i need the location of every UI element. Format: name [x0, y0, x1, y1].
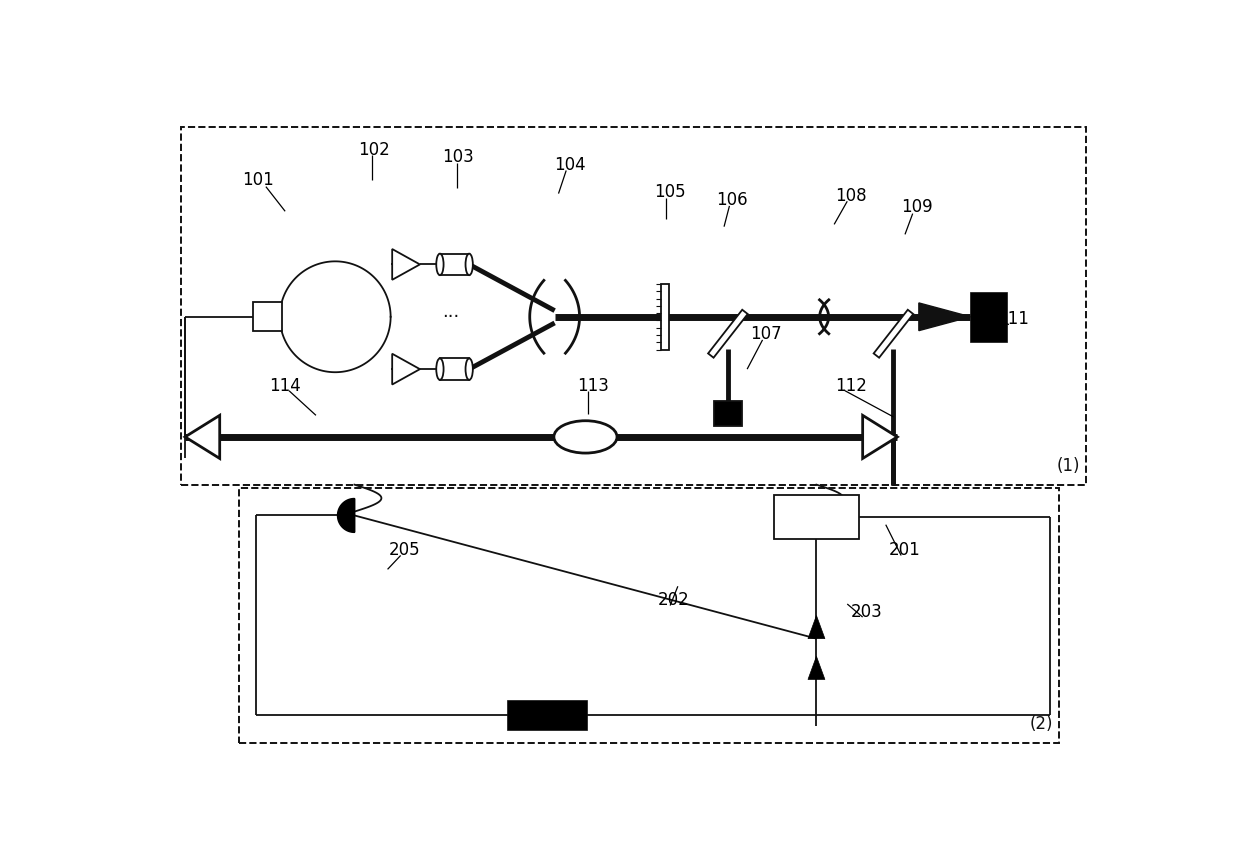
Bar — [774, 495, 859, 539]
Text: 113: 113 — [577, 377, 609, 395]
Polygon shape — [337, 498, 355, 532]
Bar — [239, 489, 1059, 743]
Polygon shape — [708, 310, 748, 358]
Polygon shape — [392, 249, 420, 280]
Polygon shape — [808, 615, 825, 639]
Bar — [181, 127, 1086, 484]
Text: 101: 101 — [242, 171, 274, 189]
Text: 102: 102 — [358, 140, 389, 158]
Bar — [440, 359, 469, 380]
Bar — [440, 253, 469, 275]
Text: 111: 111 — [997, 310, 1029, 328]
Ellipse shape — [436, 359, 444, 380]
Ellipse shape — [465, 359, 472, 380]
Polygon shape — [392, 354, 420, 384]
Text: 105: 105 — [655, 183, 686, 201]
Text: 203: 203 — [851, 603, 883, 621]
Bar — [971, 292, 1007, 342]
Text: 205: 205 — [388, 541, 420, 559]
Bar — [714, 401, 742, 426]
Text: (2): (2) — [1029, 716, 1053, 734]
Polygon shape — [919, 303, 971, 330]
Ellipse shape — [465, 253, 472, 275]
Polygon shape — [863, 415, 898, 459]
Ellipse shape — [554, 421, 618, 453]
Text: ···: ··· — [443, 308, 459, 326]
Text: 104: 104 — [554, 156, 585, 174]
Ellipse shape — [436, 253, 444, 275]
Text: 114: 114 — [269, 377, 301, 395]
Polygon shape — [185, 415, 219, 459]
Text: 201: 201 — [889, 541, 921, 559]
Polygon shape — [808, 657, 825, 680]
Bar — [661, 284, 668, 349]
Text: 108: 108 — [836, 187, 867, 205]
Text: 107: 107 — [750, 325, 782, 343]
Bar — [253, 302, 281, 331]
Polygon shape — [874, 310, 913, 358]
Text: 106: 106 — [715, 191, 748, 209]
Bar — [506, 700, 588, 729]
Text: 202: 202 — [658, 591, 689, 609]
Text: (1): (1) — [1056, 457, 1080, 475]
Text: 103: 103 — [443, 148, 474, 166]
Text: 112: 112 — [836, 377, 867, 395]
Text: 109: 109 — [900, 199, 932, 217]
